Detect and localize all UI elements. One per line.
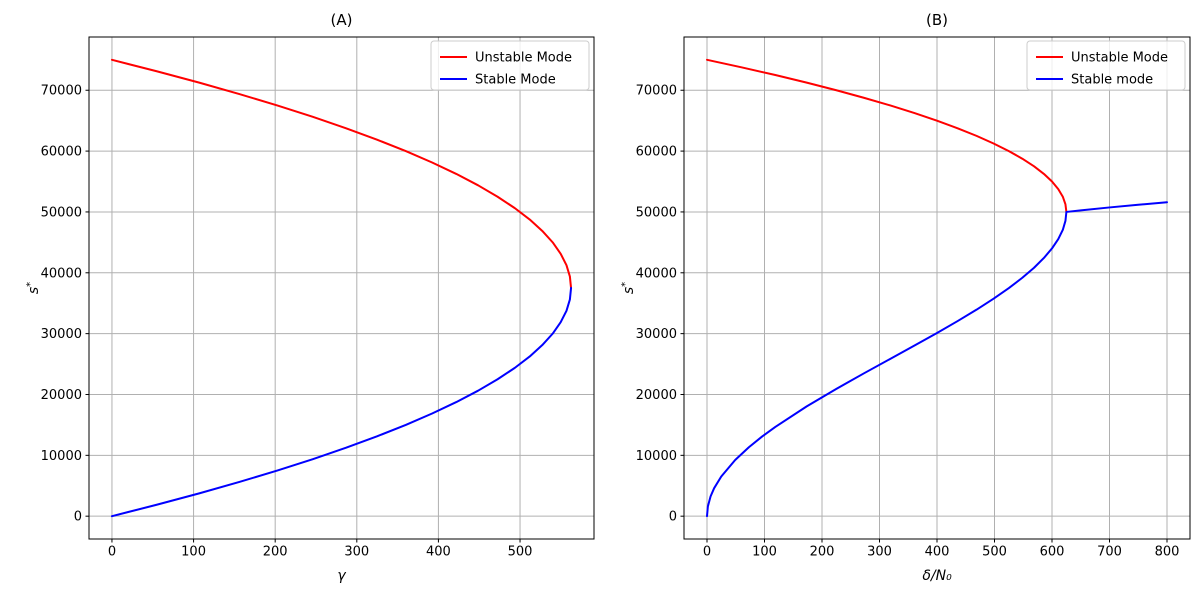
panel-title: (B) bbox=[926, 11, 948, 29]
y-tick-label: 40000 bbox=[41, 266, 82, 281]
x-tick-label: 800 bbox=[1155, 545, 1180, 560]
legend-label: Unstable Mode bbox=[475, 51, 572, 66]
x-tick-label: 300 bbox=[867, 545, 892, 560]
x-tick-labels: 0 100 200 300 400 500 bbox=[108, 545, 533, 560]
legend-entry: Unstable Mode bbox=[1036, 51, 1168, 66]
legend-label: Stable Mode bbox=[475, 73, 556, 88]
y-tick-label: 30000 bbox=[636, 327, 677, 342]
x-tick-label: 300 bbox=[344, 545, 369, 560]
x-tick-label: 400 bbox=[925, 545, 950, 560]
legend-entry: Stable Mode bbox=[440, 73, 556, 88]
y-axis-label: s* bbox=[25, 282, 42, 294]
series-unstable-mode bbox=[110, 58, 573, 289]
y-tick-labels: 0 10000 20000 30000 40000 50000 60000 70000 bbox=[41, 84, 82, 525]
legend: Unstable Mode Stable mode bbox=[1026, 40, 1186, 91]
legend-entry: Unstable Mode bbox=[440, 51, 572, 66]
y-tick-labels: 0 10000 20000 30000 40000 50000 60000 70000 bbox=[636, 84, 677, 525]
y-axis-label: s* bbox=[620, 282, 637, 294]
y-tick-label: 20000 bbox=[636, 388, 677, 403]
axes-frame bbox=[88, 36, 595, 540]
panel-b-plot: 0 100 200 300 400 500 600 700 800 0 10000 20000 3000… bbox=[620, 11, 1191, 584]
tick-marks bbox=[85, 89, 521, 543]
y-tick-label: 20000 bbox=[41, 388, 82, 403]
y-tick-label: 60000 bbox=[41, 145, 82, 160]
legend-box bbox=[430, 40, 590, 91]
x-tick-label: 200 bbox=[263, 545, 288, 560]
y-tick-label: 40000 bbox=[636, 266, 677, 281]
x-axis-label: γ bbox=[337, 568, 346, 584]
grid bbox=[684, 37, 1190, 539]
x-tick-label: 200 bbox=[810, 545, 835, 560]
x-tick-label: 0 bbox=[703, 545, 711, 560]
y-tick-label: 60000 bbox=[636, 145, 677, 160]
y-tick-label: 50000 bbox=[636, 205, 677, 220]
y-tick-label: 70000 bbox=[41, 84, 82, 99]
x-tick-label: 0 bbox=[108, 545, 116, 560]
y-tick-label: 0 bbox=[669, 510, 677, 525]
x-tick-label: 500 bbox=[508, 545, 533, 560]
legend-box bbox=[1026, 40, 1186, 91]
y-tick-label: 0 bbox=[74, 510, 82, 525]
tick-marks bbox=[680, 89, 1168, 543]
x-tick-label: 100 bbox=[181, 545, 206, 560]
x-tick-label: 700 bbox=[1097, 545, 1122, 560]
y-tick-label: 70000 bbox=[636, 84, 677, 99]
series-unstable-mode bbox=[706, 58, 1068, 213]
series-stable-mode bbox=[706, 201, 1168, 518]
legend: Unstable Mode Stable Mode bbox=[430, 40, 590, 91]
x-tick-label: 400 bbox=[426, 545, 451, 560]
x-tick-label: 600 bbox=[1040, 545, 1065, 560]
y-tick-label: 50000 bbox=[41, 205, 82, 220]
panel-title: (A) bbox=[331, 11, 353, 29]
y-tick-label: 10000 bbox=[41, 449, 82, 464]
x-tick-label: 500 bbox=[982, 545, 1007, 560]
y-tick-label: 30000 bbox=[41, 327, 82, 342]
x-axis-label: δ/N₀ bbox=[922, 568, 952, 584]
y-tick-label: 10000 bbox=[636, 449, 677, 464]
legend-label: Stable mode bbox=[1071, 73, 1153, 88]
legend-label: Unstable Mode bbox=[1071, 51, 1168, 66]
grid bbox=[89, 37, 594, 539]
x-tick-label: 100 bbox=[752, 545, 777, 560]
legend-entry: Stable mode bbox=[1036, 73, 1153, 88]
panel-a-plot: 0 100 200 300 400 500 0 10000 20000 30000 40000 500… bbox=[25, 11, 595, 584]
series-stable-mode bbox=[110, 287, 573, 518]
x-tick-labels: 0 100 200 300 400 500 600 700 800 bbox=[703, 545, 1180, 560]
